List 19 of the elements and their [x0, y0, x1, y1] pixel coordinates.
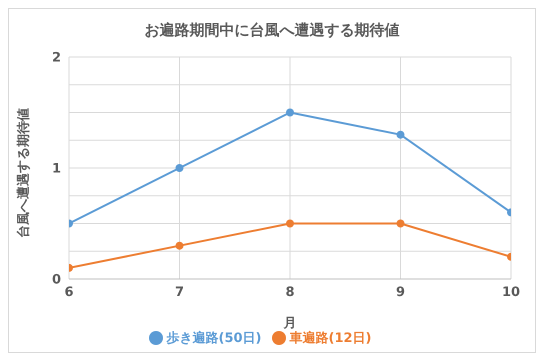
point	[176, 164, 184, 172]
y-axis-title: 台風へ遭遇する期待値	[16, 108, 32, 238]
y-tick-label: 1	[52, 162, 61, 177]
legend-label: 歩き遍路(50日)	[166, 331, 262, 346]
y-tick-label: 0	[52, 272, 61, 288]
x-tick-label: 6	[64, 285, 74, 300]
point	[176, 242, 184, 250]
x-tick-label: 9	[396, 285, 406, 300]
point	[396, 130, 404, 139]
point	[286, 108, 294, 116]
y-tick-label: 2	[52, 50, 61, 66]
legend-label: 車遍路(12日)	[290, 331, 372, 346]
x-axis-title: 月	[282, 316, 296, 331]
x-tick-label: 7	[174, 285, 184, 300]
x-tick-label: 8	[285, 285, 295, 300]
point	[396, 220, 404, 228]
point	[286, 220, 294, 228]
x-tick-label: 10	[502, 285, 520, 300]
chart-title: お遍路期間中に台風へ遭遇する期待値	[144, 20, 400, 41]
